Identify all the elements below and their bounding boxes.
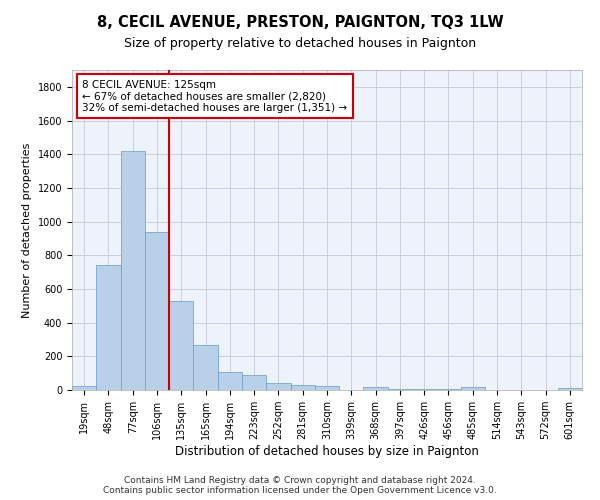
Text: 8 CECIL AVENUE: 125sqm
← 67% of detached houses are smaller (2,820)
32% of semi-: 8 CECIL AVENUE: 125sqm ← 67% of detached… [82,80,347,113]
Bar [436,389,461,390]
X-axis label: Distribution of detached houses by size in Paignton: Distribution of detached houses by size … [175,445,479,458]
Bar [364,388,388,390]
Bar [558,388,582,390]
Bar [315,386,339,390]
Bar [242,375,266,390]
Y-axis label: Number of detached properties: Number of detached properties [22,142,32,318]
Bar [290,386,315,390]
Bar [193,346,218,390]
Bar [412,389,436,390]
Text: Contains HM Land Registry data © Crown copyright and database right 2024.
Contai: Contains HM Land Registry data © Crown c… [103,476,497,495]
Bar [72,386,96,390]
Bar [169,300,193,390]
Bar [121,151,145,390]
Bar [461,388,485,390]
Bar [96,264,121,390]
Text: 8, CECIL AVENUE, PRESTON, PAIGNTON, TQ3 1LW: 8, CECIL AVENUE, PRESTON, PAIGNTON, TQ3 … [97,15,503,30]
Bar [266,384,290,390]
Bar [145,232,169,390]
Bar [388,389,412,390]
Bar [218,372,242,390]
Text: Size of property relative to detached houses in Paignton: Size of property relative to detached ho… [124,38,476,51]
